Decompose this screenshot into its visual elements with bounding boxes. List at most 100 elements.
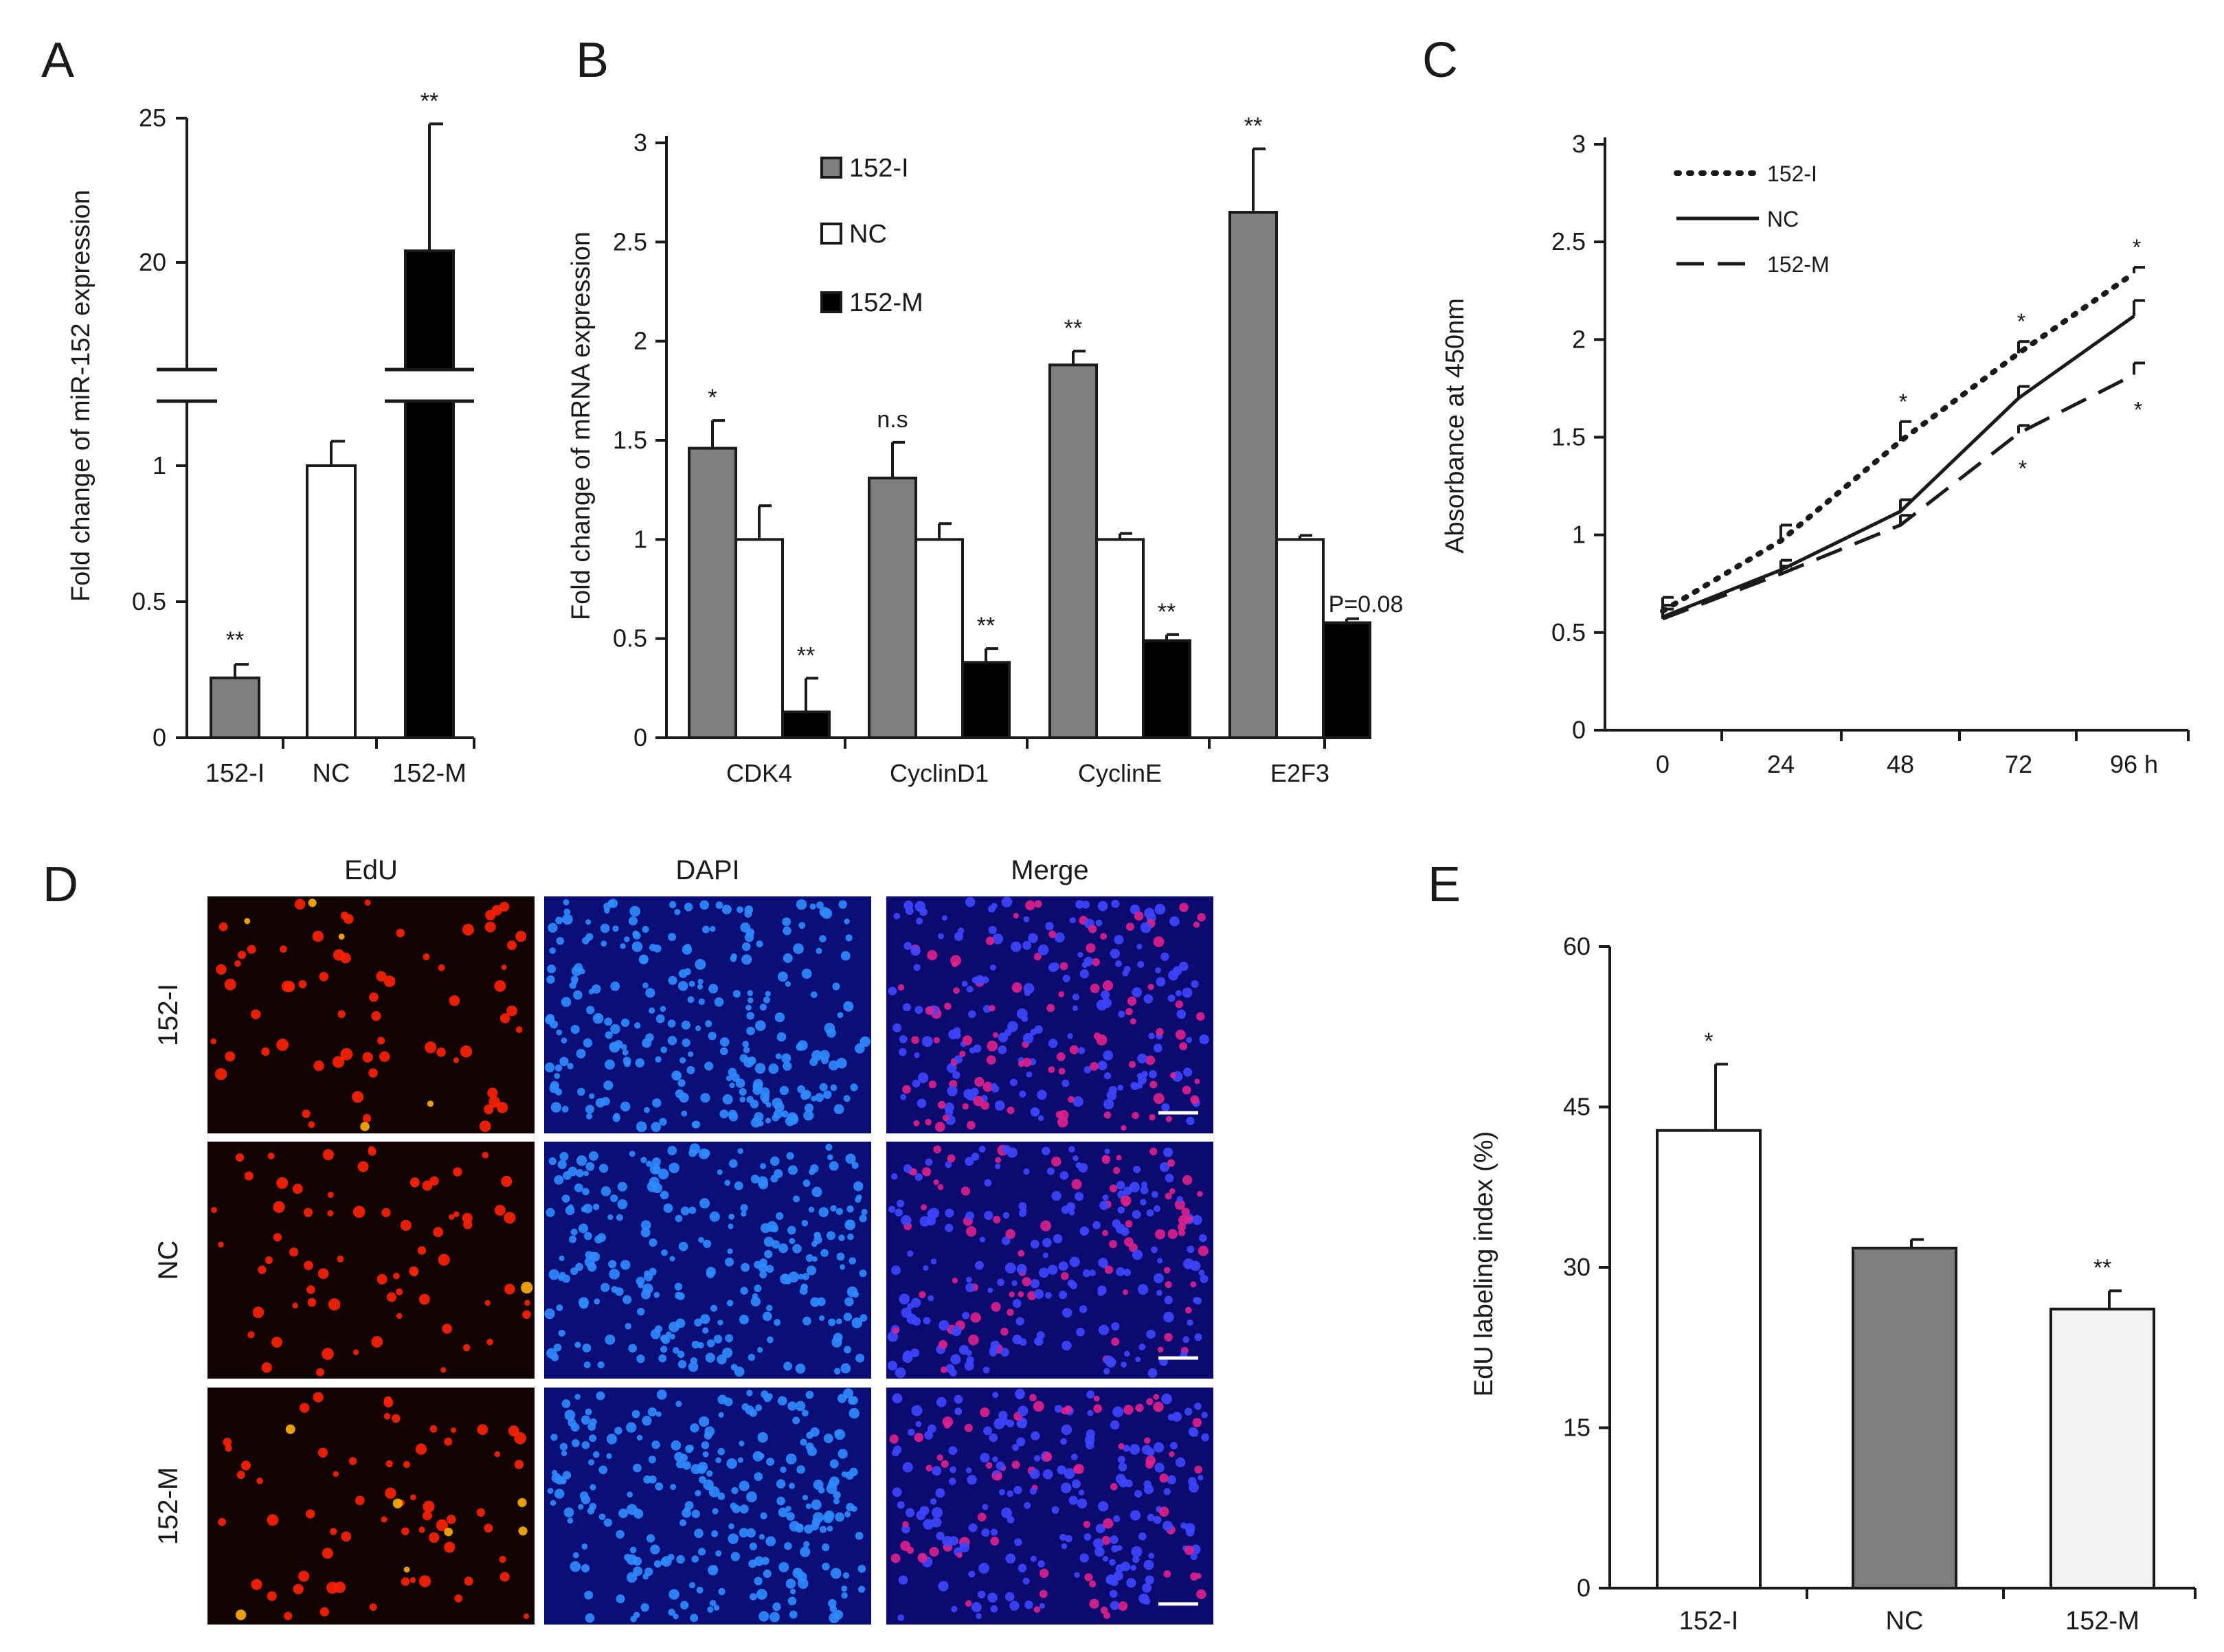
d-cell-dot xyxy=(802,1316,811,1326)
d-cell-dot xyxy=(844,1219,856,1231)
b-bar-152-I-CyclinD1 xyxy=(868,476,917,739)
d-cell-dot xyxy=(778,1507,788,1517)
d-cell-dot xyxy=(961,980,968,987)
d-cell-dot xyxy=(961,1186,971,1196)
d-cell-dot xyxy=(681,1020,690,1030)
d-cell-dot xyxy=(1060,1438,1067,1445)
d-cell-dot xyxy=(1022,1057,1032,1067)
d-cell-dot xyxy=(770,1175,778,1183)
d-cell-dot xyxy=(962,1311,970,1320)
d-cell-dot xyxy=(1146,1398,1154,1405)
d-cell-dot xyxy=(912,1079,921,1088)
d-cell-dot xyxy=(623,1060,631,1067)
d-cell-dot xyxy=(650,1544,660,1554)
d-cell-dot xyxy=(620,1101,631,1112)
d-cell-dot xyxy=(690,1464,701,1475)
d-cell-dot xyxy=(546,1208,555,1217)
d-cell-dot xyxy=(1051,1156,1062,1167)
d-cell-dot xyxy=(728,1159,738,1168)
d-cell-dot xyxy=(251,1579,262,1590)
d-cell-dot xyxy=(737,1457,743,1463)
d-cell-dot xyxy=(925,1118,932,1126)
d-cell-dot xyxy=(827,1154,833,1160)
d-cell-dot xyxy=(755,1020,766,1032)
d-cell-dot xyxy=(592,1012,604,1024)
d-micrograph-EdU-NC xyxy=(207,1142,535,1379)
d-cell-dot xyxy=(1118,1010,1125,1018)
d-cell-dot xyxy=(954,1407,963,1416)
d-cell-dot xyxy=(829,1476,840,1487)
d-cell-dot xyxy=(598,1513,606,1520)
d-cell-dot xyxy=(741,942,751,951)
d-cell-dot xyxy=(749,1593,757,1600)
d-cell-dot xyxy=(556,937,564,945)
d-cell-dot xyxy=(793,1568,800,1574)
d-cell-dot xyxy=(705,1353,715,1363)
d-cell-dot xyxy=(699,1198,710,1209)
d-cell-dot xyxy=(593,1203,600,1210)
d-cell-dot xyxy=(607,1214,614,1221)
d-cell-dot xyxy=(688,1582,696,1589)
d-cell-dot xyxy=(581,1495,591,1504)
d-cell-dot xyxy=(917,1072,929,1083)
d-cell-dot xyxy=(740,1203,748,1212)
d-cell-dot xyxy=(587,1423,596,1431)
d-cell-dot xyxy=(786,1512,795,1521)
d-cell-dot xyxy=(1001,1418,1009,1425)
d-cell-dot xyxy=(845,1471,854,1480)
d-cell-dot xyxy=(727,1248,733,1254)
d-cell-dot xyxy=(667,1146,677,1155)
d-cell-dot xyxy=(715,1457,721,1464)
d-cell-dot xyxy=(589,1434,597,1442)
d-cell-dot xyxy=(728,1213,735,1220)
d-cell-dot xyxy=(677,1079,686,1087)
d-cell-dot xyxy=(273,1233,282,1242)
d-cell-dot xyxy=(582,1344,592,1353)
a-x-tick-label: NC xyxy=(313,759,350,788)
d-cell-dot xyxy=(1147,1368,1158,1378)
d-cell-dot xyxy=(1072,1096,1083,1107)
d-cell-dot xyxy=(787,1165,798,1175)
d-cell-dot xyxy=(563,1171,572,1180)
d-cell-dot xyxy=(781,1110,789,1118)
d-cell-dot xyxy=(440,1367,447,1373)
d-cell-dot xyxy=(687,996,695,1004)
d-cell-dot xyxy=(1065,1535,1072,1543)
d-cell-dot xyxy=(1022,1032,1034,1044)
d-cell-dot xyxy=(261,1362,272,1373)
d-cell-dot xyxy=(267,1152,275,1159)
d-cell-dot xyxy=(730,1364,738,1371)
d-cell-dot xyxy=(1022,1577,1030,1585)
d-cell-dot xyxy=(369,1603,377,1611)
d-cell-dot xyxy=(643,1475,652,1484)
d-cell-dot xyxy=(1143,994,1154,1004)
d-cell-dot xyxy=(1016,1437,1026,1447)
d-cell-dot xyxy=(352,1091,364,1103)
d-cell-dot xyxy=(833,1333,843,1342)
d-cell-dot xyxy=(1127,996,1137,1006)
d-cell-dot xyxy=(381,1208,391,1217)
d-cell-dot xyxy=(658,1168,669,1180)
d-cell-dot xyxy=(684,903,693,912)
d-cell-dot xyxy=(899,1293,910,1304)
d-cell-dot xyxy=(719,1047,728,1056)
d-cell-dot xyxy=(1188,1477,1197,1486)
d-cell-dot xyxy=(1169,916,1180,927)
e-y-tick-label: 45 xyxy=(1563,1093,1591,1121)
d-cell-dot xyxy=(767,1336,774,1344)
d-cell-dot xyxy=(746,1026,755,1036)
b-annotation: * xyxy=(708,385,717,411)
d-cell-dot xyxy=(897,984,905,991)
d-cell-dot xyxy=(763,1394,772,1403)
d-cell-dot xyxy=(548,1269,560,1280)
d-cell-dot xyxy=(735,1078,745,1088)
d-cell-dot xyxy=(903,942,912,950)
d-cell-dot xyxy=(603,903,611,911)
d-cell-dot xyxy=(840,1363,851,1374)
d-cell-dot xyxy=(728,1067,737,1077)
d-cell-dot xyxy=(933,1037,940,1044)
d-cell-dot xyxy=(617,1181,627,1192)
d-cell-dot xyxy=(819,1083,828,1091)
d-cell-dot xyxy=(800,1091,809,1100)
d-cell-dot xyxy=(705,1020,712,1028)
